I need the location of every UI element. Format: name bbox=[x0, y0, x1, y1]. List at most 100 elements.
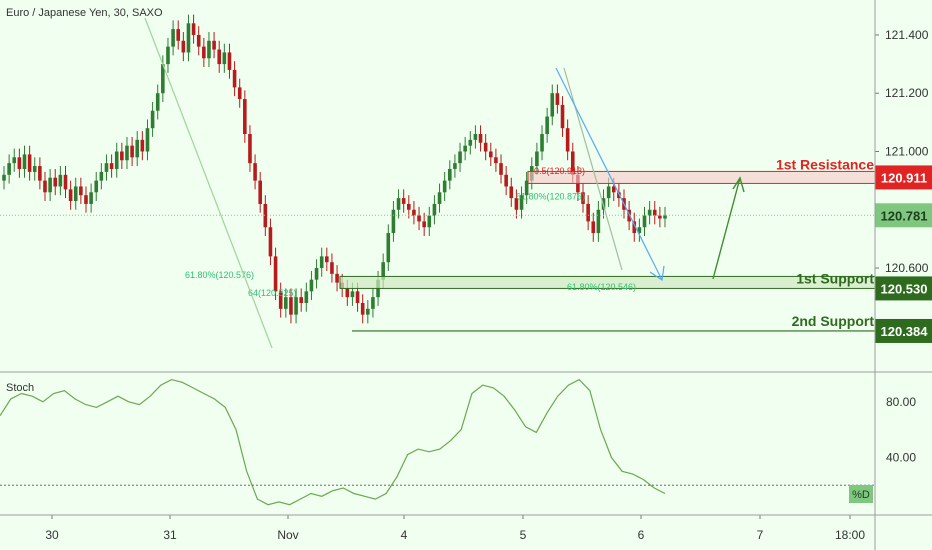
candle-body bbox=[73, 186, 78, 202]
price-tag-badge bbox=[875, 276, 932, 301]
resistance-label: 1st Resistance bbox=[776, 156, 874, 172]
stoch-panel: 80.00 40.00 %D bbox=[0, 378, 916, 506]
projection-arrow-up bbox=[712, 177, 741, 280]
candle-body bbox=[222, 52, 227, 65]
candle-body bbox=[458, 151, 462, 164]
candle-body bbox=[442, 180, 447, 193]
fib-swing-line bbox=[144, 17, 273, 349]
candle-body bbox=[299, 297, 303, 303]
candle-body bbox=[663, 215, 667, 219]
arrowhead-up bbox=[732, 176, 745, 193]
candle-body bbox=[401, 198, 406, 204]
candle-body bbox=[89, 192, 93, 204]
candle-body bbox=[32, 166, 37, 172]
candle-body bbox=[381, 262, 385, 280]
candle-body bbox=[453, 163, 457, 169]
candle-body bbox=[632, 221, 637, 234]
candle-body bbox=[550, 93, 555, 117]
candle-body bbox=[94, 180, 99, 193]
candle-body bbox=[570, 151, 575, 175]
candle-body bbox=[22, 154, 27, 169]
candle-body bbox=[284, 297, 288, 309]
fib-annotation-label: 61.80%(120.876) bbox=[516, 192, 585, 202]
time-tick-label: 31 bbox=[163, 528, 177, 542]
candle-body bbox=[463, 145, 467, 152]
candle-body bbox=[637, 227, 642, 234]
candle-body bbox=[417, 215, 421, 222]
candle-body bbox=[278, 291, 283, 309]
fibonacci-annotations: 61.80%(120.576) 64(120.525) 0.5(120.913) 61… bbox=[185, 166, 636, 298]
candle-body bbox=[535, 151, 539, 167]
candle-body bbox=[79, 186, 83, 196]
stoch-title: Stoch bbox=[6, 382, 34, 394]
stoch-legend-badge-label: %D bbox=[852, 489, 870, 501]
candle-body bbox=[335, 273, 339, 283]
candle-body bbox=[468, 139, 473, 146]
candle-body bbox=[366, 308, 370, 315]
candle-body bbox=[591, 221, 596, 234]
candle-body bbox=[325, 256, 329, 263]
candle-body bbox=[2, 174, 6, 181]
candle-body bbox=[171, 29, 175, 47]
price-tick-label: 121.200 bbox=[885, 86, 929, 100]
candle-body bbox=[422, 221, 426, 228]
candle-body bbox=[53, 177, 58, 187]
candle-body bbox=[555, 93, 560, 105]
candle-body bbox=[150, 110, 155, 129]
price-tick-label: 120.600 bbox=[885, 261, 929, 275]
candle-body bbox=[12, 157, 17, 164]
candle-body bbox=[268, 227, 273, 257]
candle-body bbox=[586, 203, 590, 222]
candle-body bbox=[109, 163, 114, 169]
candle-body bbox=[642, 215, 647, 228]
candle-body bbox=[617, 192, 621, 199]
fib-annotation-label: 64(120.525) bbox=[248, 288, 297, 298]
candle-body bbox=[447, 168, 452, 181]
support-2-label: 2nd Support bbox=[792, 313, 875, 329]
stoch-legend-badge-box bbox=[849, 485, 873, 503]
candle-body bbox=[237, 87, 242, 100]
candle-body bbox=[386, 233, 391, 263]
time-tick-label: Nov bbox=[277, 528, 298, 542]
candle-body bbox=[273, 256, 278, 292]
support-resistance-levels: 1st Resistance 1st Support 2nd Support bbox=[0, 156, 876, 332]
candle-body bbox=[84, 195, 88, 204]
fib-swing-line bbox=[563, 67, 623, 271]
fib-annotation-label: 61.80%(120.576) bbox=[185, 270, 254, 280]
candle-body bbox=[647, 209, 652, 216]
price-tag-label: 120.384 bbox=[881, 324, 929, 339]
candle-body bbox=[212, 40, 216, 50]
candle-body bbox=[427, 215, 432, 228]
projection-arrows bbox=[144, 17, 745, 349]
candle-body bbox=[63, 174, 68, 190]
candle-body bbox=[494, 157, 498, 164]
price-tag-label: 120.781 bbox=[881, 208, 928, 223]
time-tick-label: 7 bbox=[757, 528, 764, 542]
stoch-tick-label: 80.00 bbox=[886, 395, 916, 409]
candle-body bbox=[483, 142, 488, 152]
candle-body bbox=[294, 297, 298, 315]
candle-body bbox=[309, 279, 314, 292]
candle-body bbox=[658, 215, 662, 219]
price-tag-badge bbox=[875, 203, 932, 228]
candle-body bbox=[371, 297, 375, 309]
candle-body bbox=[432, 203, 437, 216]
candle-body bbox=[499, 163, 503, 175]
candle-body bbox=[314, 268, 319, 280]
candle-body bbox=[473, 134, 478, 140]
candle-body bbox=[186, 23, 191, 53]
price-tag-label: 120.530 bbox=[881, 281, 928, 296]
candle-body bbox=[176, 29, 181, 41]
candle-body bbox=[478, 134, 483, 143]
candle-body bbox=[253, 163, 257, 181]
candle-body bbox=[248, 134, 252, 164]
candle-body bbox=[181, 40, 186, 53]
candle-body bbox=[391, 209, 396, 234]
candle-body bbox=[135, 139, 140, 158]
candle-body bbox=[350, 291, 355, 298]
candle-body bbox=[48, 177, 52, 193]
support-1-label: 1st Support bbox=[796, 270, 874, 286]
candle-body bbox=[560, 104, 565, 129]
candle-body bbox=[565, 128, 570, 152]
candle-body bbox=[258, 180, 263, 204]
